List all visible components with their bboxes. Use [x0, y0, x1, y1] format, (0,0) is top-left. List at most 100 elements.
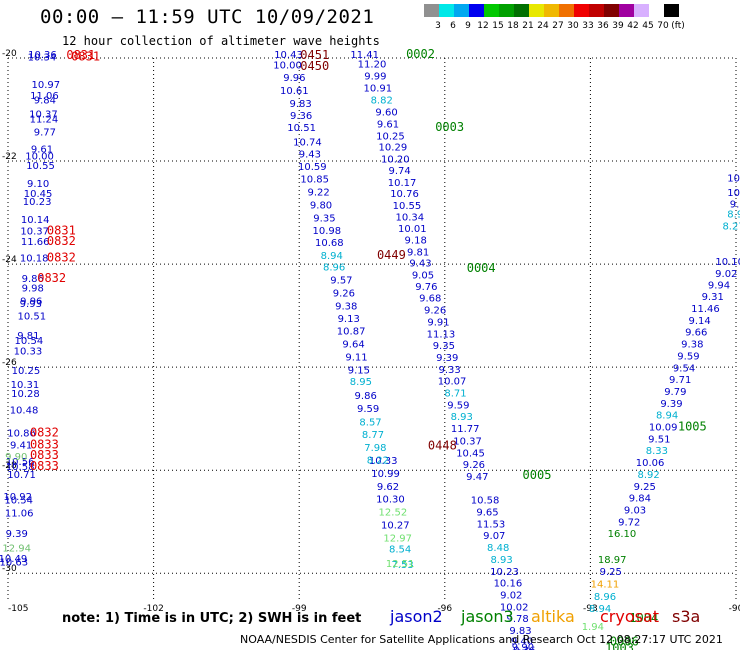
pass-time-label: 1005 [678, 420, 707, 434]
wave-height-value: 7.53 [391, 560, 413, 571]
wave-height-value: 10.01 [398, 224, 427, 235]
wave-height-value: 9.79 [730, 199, 740, 210]
wave-height-value: 10.92 [3, 492, 32, 503]
wave-height-value: 8.94 [656, 411, 678, 422]
wave-height-value: 10.68 [315, 238, 344, 249]
wave-height-value: 9.43 [409, 259, 431, 270]
wave-height-value: 9.61 [377, 120, 399, 131]
satellite-label-jason2: jason2 [390, 607, 443, 626]
pass-time-label: 0006 [610, 634, 639, 648]
scale-swatch [589, 4, 604, 17]
wave-height-value: 10.25 [376, 131, 405, 142]
wave-height-value: 9.07 [483, 531, 505, 542]
wave-height-value: 10.86 [7, 429, 36, 440]
wave-height-value: 10.23 [23, 197, 52, 208]
wave-height-value: 9.26 [463, 460, 485, 471]
wave-height-value: 8.71 [444, 389, 466, 400]
satellite-label-altika: altika [531, 607, 575, 626]
scale-swatch [424, 4, 439, 17]
wave-height-value: 8.27 [722, 222, 740, 233]
wave-height-value: 10.45 [456, 448, 485, 459]
wave-height-value: 10.58 [6, 462, 35, 473]
wave-height-value: 10.74 [293, 138, 322, 149]
wave-height-value: 8.93 [490, 555, 512, 566]
scale-swatch [529, 4, 544, 17]
wave-height-value: 8.93 [451, 412, 473, 423]
wave-height-value: 9.03 [624, 505, 646, 516]
wave-height-value: 10.55 [393, 201, 422, 212]
wave-height-value: 10.37 [453, 436, 482, 447]
pass-time-label: 1004 [629, 611, 658, 625]
wave-height-value: 9.90 [512, 643, 534, 650]
pass-time-label: 0832 [47, 251, 76, 265]
wave-height-value: 9.76 [415, 282, 437, 293]
pass-time-label: 0831 [71, 50, 100, 64]
wave-height-value: 10.02 [500, 602, 529, 613]
wave-height-value: 9.47 [466, 472, 488, 483]
x-tick-label: -99 [292, 604, 307, 614]
wave-height-value: 10.61 [280, 86, 309, 97]
wave-height-value: 8.96 [323, 262, 345, 273]
wave-height-value: 11.20 [358, 59, 387, 70]
wave-height-value: 9.51 [648, 434, 670, 445]
scale-swatch [574, 4, 589, 17]
wave-height-value: 10.7 [727, 174, 740, 185]
wave-height-value: 9.91 [427, 317, 449, 328]
wave-height-value: 9.84 [629, 494, 651, 505]
wave-height-value: 9.96 [20, 296, 42, 307]
wave-height-value: 9.59 [677, 351, 699, 362]
wave-height-value: 9.77 [34, 127, 56, 138]
footer-note: note: 1) Time is in UTC; 2) SWH is in fe… [62, 611, 362, 626]
wave-height-value: 14.11 [591, 580, 620, 591]
wave-height-value: 9.05 [412, 271, 434, 282]
wave-height-value: 11.24 [30, 114, 59, 125]
wave-height-value: 9.26 [424, 306, 446, 317]
pass-time-label: 0833 [30, 438, 59, 452]
wave-height-value: 10.91 [364, 83, 393, 94]
pass-time-label: 0833 [30, 448, 59, 462]
scale-swatch [454, 4, 469, 17]
wave-height-value: 10.30 [376, 495, 405, 506]
wave-height-value: 9.35 [313, 213, 335, 224]
wave-height-value: 9.13 [338, 314, 360, 325]
scale-label: 21 [522, 21, 534, 31]
wave-height-value: 8.77 [362, 430, 384, 441]
wave-height-value: 9.02 [715, 269, 737, 280]
pass-time-label: 0451 [300, 48, 329, 62]
pass-time-label: 0004 [467, 261, 496, 275]
pass-time-label: 0005 [523, 468, 552, 482]
scale-label: 15 [492, 21, 504, 31]
pass-time-label: 0450 [300, 59, 329, 73]
wave-height-value: 10.76 [390, 189, 419, 200]
pass-time-label: 0448 [428, 439, 457, 453]
wave-height-value: 9.59 [447, 400, 469, 411]
wave-height-value: 9.39 [436, 353, 458, 364]
wave-height-value: 8.48 [487, 543, 509, 554]
wave-height-value: 8.54 [389, 545, 411, 556]
wave-height-value: 9.86 [22, 274, 44, 285]
wave-height-value: 11.53 [477, 519, 506, 530]
wave-height-value: 9.79 [664, 387, 686, 398]
wave-height-value: 10.55 [26, 161, 55, 172]
scale-swatch [664, 4, 679, 17]
map-subtitle: 12 hour collection of altimeter wave hei… [62, 34, 380, 48]
wave-height-value: 12.51 [386, 559, 415, 570]
wave-height-value: 10.5 [727, 188, 740, 199]
wave-height-value: 10.14 [21, 215, 50, 226]
y-tick-label: -22 [2, 152, 17, 162]
wave-height-value: 10.51 [287, 123, 316, 134]
wave-height-value: 9.93 [20, 299, 42, 310]
wave-height-value: 9.40 [511, 636, 533, 647]
wave-height-value: 12.94 [2, 544, 31, 555]
wave-height-value: 12.52 [379, 508, 408, 519]
wave-height-value: 9.25 [600, 567, 622, 578]
wave-height-value: 10.33 [14, 346, 43, 357]
wave-height-value: 8.22 [367, 455, 389, 466]
y-tick-label: -24 [2, 255, 17, 265]
wave-height-value: 10.31 [11, 380, 40, 391]
wave-height-value: 11.06 [30, 91, 59, 102]
wave-height-value: 12.97 [383, 533, 412, 544]
pass-time-label: 0831 [66, 48, 95, 62]
wave-height-value: 10.87 [337, 327, 366, 338]
wave-height-value: 9.61 [31, 144, 53, 155]
